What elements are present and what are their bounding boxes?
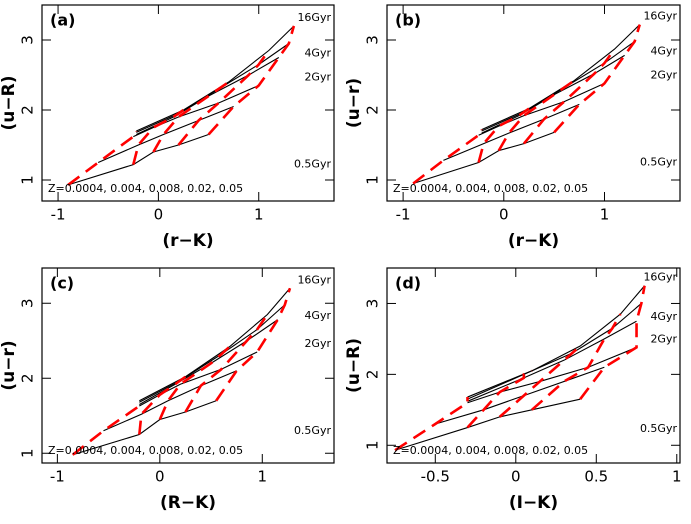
age-line (103, 370, 237, 432)
metallicity-line (215, 287, 292, 402)
metallicity-line (498, 345, 582, 418)
y-axis-label: (u−R) (0, 76, 19, 131)
metallicity-line (67, 131, 138, 186)
metallicity-line (207, 25, 296, 136)
x-tick-label: -1 (51, 206, 66, 224)
age-label: 4Gyr (304, 47, 331, 60)
age-line (139, 351, 258, 407)
panel-label: (c) (50, 274, 74, 293)
metallicity-line (497, 79, 576, 152)
y-tick-label: 1 (364, 175, 382, 185)
y-tick-label: 3 (364, 35, 382, 45)
metallicity-line (412, 129, 483, 185)
x-axis-label: (R−K) (160, 493, 216, 513)
x-tick-label: 1 (258, 468, 268, 486)
age-label: 16Gyr (297, 11, 331, 24)
age-line (136, 25, 295, 132)
x-tick-label: 1 (600, 206, 610, 224)
x-tick-label: -0.5 (421, 468, 450, 486)
metallicity-line (522, 48, 616, 145)
x-tick-label: 1 (672, 468, 682, 486)
y-axis-label: (u−R) (344, 338, 364, 393)
y-tick-label: 1 (19, 448, 37, 458)
metallicity-line (477, 107, 530, 163)
x-tick-label: 0 (499, 206, 509, 224)
y-tick-label: 1 (19, 175, 37, 185)
age-label: 4Gyr (304, 309, 331, 322)
metallicity-note: Z=0.0004, 0.004, 0.008, 0.02, 0.05 (393, 444, 588, 457)
x-tick-label: -1 (50, 468, 65, 486)
plot-frame (386, 4, 681, 202)
plot-frame (41, 267, 335, 464)
plot-frame (41, 4, 335, 202)
y-tick-label: 2 (364, 370, 382, 380)
age-label: 0.5Gyr (294, 424, 332, 437)
metallicity-line (138, 375, 187, 435)
age-label: 0.5Gyr (640, 155, 678, 168)
age-label: 2Gyr (304, 337, 331, 350)
y-axis-label: (u−r) (0, 340, 19, 390)
age-line (413, 131, 555, 185)
metallicity-line (71, 400, 141, 456)
age-label: 16Gyr (643, 10, 677, 23)
age-label: 0.5Gyr (294, 158, 332, 171)
age-label: 0.5Gyr (640, 422, 678, 435)
y-tick-label: 2 (364, 105, 382, 115)
y-tick-label: 3 (364, 299, 382, 309)
metallicity-line (158, 345, 231, 421)
metallicity-line (184, 313, 269, 413)
metallicity-line (177, 49, 270, 146)
y-tick-label: 1 (364, 440, 382, 450)
age-label: 16Gyr (297, 273, 331, 286)
age-line (481, 40, 636, 132)
age-line (139, 287, 291, 402)
age-line (467, 285, 646, 398)
age-line (133, 84, 259, 138)
age-label: 4Gyr (650, 310, 677, 323)
panel-label: (d) (395, 274, 421, 293)
x-axis-label: (r−K) (162, 231, 213, 251)
metallicity-line (152, 80, 230, 153)
x-axis-label: (I−K) (509, 493, 558, 513)
metallicity-note: Z=0.0004, 0.004, 0.008, 0.02, 0.05 (393, 182, 588, 195)
y-tick-label: 3 (19, 298, 37, 308)
x-tick-label: -1 (396, 206, 411, 224)
age-line (467, 320, 637, 402)
panel-label: (b) (395, 11, 421, 30)
y-tick-label: 2 (19, 105, 37, 115)
age-label: 16Gyr (643, 271, 677, 284)
age-label: 4Gyr (650, 44, 677, 57)
age-line (481, 24, 641, 131)
metallicity-note: Z=0.0004, 0.004, 0.008, 0.02, 0.05 (48, 444, 243, 457)
x-tick-label: 0 (155, 468, 165, 486)
age-label: 2Gyr (304, 71, 331, 84)
metallicity-line (553, 24, 641, 134)
age-line (97, 105, 234, 164)
x-tick-label: 0 (154, 206, 164, 224)
age-line (478, 82, 605, 136)
age-line (443, 103, 580, 161)
metallicity-line (531, 313, 622, 411)
y-axis-label: (u−r) (344, 78, 364, 128)
metallicity-line (132, 108, 185, 165)
metallicity-note: Z=0.0004, 0.004, 0.008, 0.02, 0.05 (48, 182, 243, 195)
x-tick-label: 1 (254, 206, 264, 224)
age-line (136, 43, 290, 133)
y-tick-label: 2 (19, 373, 37, 383)
x-tick-label: 0 (511, 468, 521, 486)
x-axis-label: (r−K) (508, 231, 559, 251)
age-label: 2Gyr (650, 68, 677, 81)
age-label: 2Gyr (650, 332, 677, 345)
metallicity-line (579, 285, 646, 400)
panel-label: (a) (50, 11, 75, 30)
plot-frame (386, 267, 681, 464)
y-tick-label: 3 (19, 35, 37, 45)
age-line (467, 346, 637, 404)
metallicity-line (394, 397, 469, 452)
x-tick-label: 0.5 (584, 468, 608, 486)
age-line (67, 133, 209, 186)
